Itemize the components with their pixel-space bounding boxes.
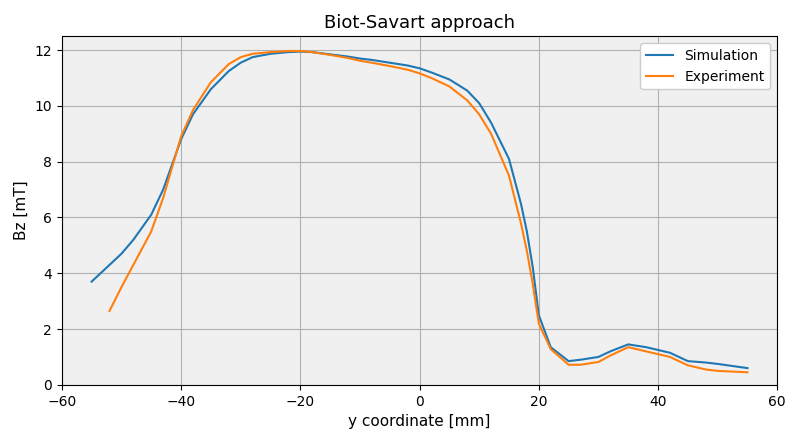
Simulation: [564, 358, 574, 364]
Simulation: [326, 52, 335, 57]
Experiment: [742, 369, 752, 375]
Simulation: [486, 120, 496, 125]
Simulation: [176, 137, 186, 142]
Simulation: [266, 51, 275, 56]
Experiment: [594, 359, 603, 365]
Experiment: [343, 55, 353, 61]
Experiment: [367, 60, 377, 66]
Experiment: [158, 195, 168, 201]
Line: Experiment: Experiment: [110, 51, 747, 372]
Experiment: [546, 346, 555, 352]
Simulation: [146, 212, 156, 218]
Simulation: [534, 312, 543, 318]
Experiment: [474, 112, 484, 117]
Experiment: [307, 50, 317, 55]
Experiment: [295, 48, 305, 54]
Experiment: [248, 51, 258, 56]
Experiment: [564, 362, 574, 367]
Experiment: [117, 284, 126, 290]
Simulation: [307, 50, 317, 55]
Experiment: [146, 229, 156, 234]
Experiment: [623, 345, 633, 350]
Y-axis label: Bz [mT]: Bz [mT]: [14, 181, 29, 241]
Simulation: [129, 237, 138, 242]
Experiment: [224, 62, 234, 67]
Experiment: [576, 362, 586, 367]
Experiment: [188, 108, 198, 113]
Experiment: [236, 54, 246, 60]
Simulation: [355, 56, 365, 61]
Experiment: [414, 70, 424, 76]
Experiment: [534, 321, 543, 326]
Simulation: [474, 101, 484, 106]
Experiment: [701, 367, 710, 372]
Experiment: [654, 351, 663, 357]
Simulation: [248, 54, 258, 60]
Experiment: [105, 308, 114, 314]
Experiment: [665, 354, 674, 360]
Experiment: [385, 63, 394, 69]
Experiment: [176, 134, 186, 139]
Simulation: [665, 350, 674, 355]
Experiment: [129, 262, 138, 268]
Simulation: [224, 68, 234, 74]
Simulation: [683, 358, 693, 364]
Simulation: [367, 57, 377, 62]
Simulation: [576, 357, 586, 362]
Simulation: [594, 354, 603, 360]
Simulation: [528, 265, 538, 270]
Simulation: [343, 54, 353, 59]
Experiment: [713, 368, 722, 373]
Experiment: [522, 249, 532, 254]
Experiment: [355, 58, 365, 63]
Simulation: [188, 112, 198, 117]
Legend: Simulation, Experiment: Simulation, Experiment: [640, 43, 770, 89]
Simulation: [295, 49, 305, 54]
Simulation: [701, 360, 710, 365]
Simulation: [385, 60, 394, 66]
Simulation: [426, 70, 436, 75]
Simulation: [654, 347, 663, 353]
Simulation: [206, 86, 216, 92]
Line: Simulation: Simulation: [92, 51, 747, 368]
Simulation: [522, 229, 532, 234]
Simulation: [236, 60, 246, 66]
Experiment: [266, 50, 275, 55]
Simulation: [742, 365, 752, 371]
Experiment: [504, 173, 514, 179]
Simulation: [283, 50, 293, 55]
Experiment: [206, 80, 216, 85]
Experiment: [642, 349, 651, 354]
X-axis label: y coordinate [mm]: y coordinate [mm]: [348, 414, 490, 429]
Experiment: [462, 98, 472, 103]
Experiment: [528, 282, 538, 287]
Experiment: [403, 67, 413, 72]
Simulation: [414, 66, 424, 71]
Experiment: [683, 363, 693, 368]
Experiment: [516, 221, 526, 226]
Simulation: [403, 63, 413, 68]
Simulation: [445, 77, 454, 82]
Simulation: [158, 187, 168, 192]
Experiment: [426, 75, 436, 81]
Title: Biot-Savart approach: Biot-Savart approach: [324, 14, 515, 32]
Simulation: [642, 345, 651, 350]
Experiment: [445, 84, 454, 89]
Experiment: [486, 131, 496, 136]
Simulation: [516, 201, 526, 206]
Experiment: [283, 48, 293, 54]
Simulation: [713, 361, 722, 366]
Simulation: [504, 156, 514, 162]
Simulation: [117, 251, 126, 256]
Simulation: [623, 342, 633, 347]
Simulation: [546, 345, 555, 350]
Experiment: [326, 52, 335, 58]
Simulation: [87, 279, 97, 284]
Simulation: [462, 88, 472, 93]
Experiment: [606, 353, 615, 358]
Simulation: [606, 349, 615, 354]
